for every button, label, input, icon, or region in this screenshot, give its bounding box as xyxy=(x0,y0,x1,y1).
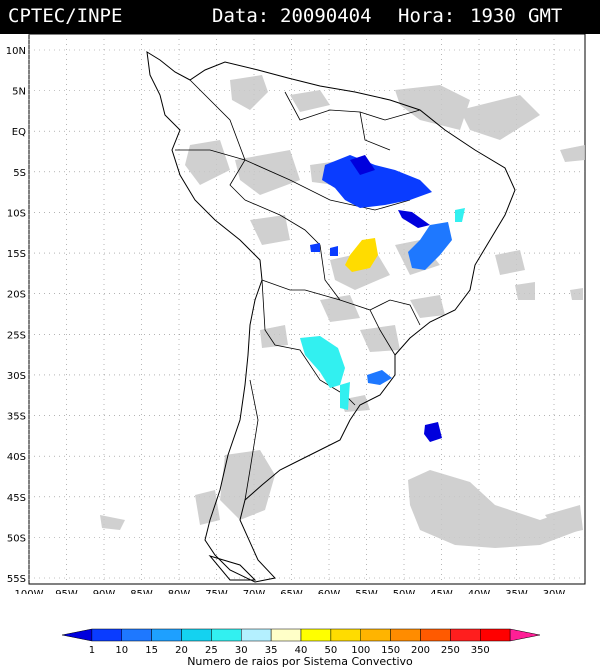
legend-swatch xyxy=(270,628,302,642)
legend-tick-label: 35 xyxy=(265,645,278,656)
legend-tick-label: 1 xyxy=(89,645,95,656)
latitude-labels: 10N 5N EQ 5S 10S 15S 20S 25S 30S 35S 40S 45S 50S 55S xyxy=(6,46,26,585)
lon-label: 95W xyxy=(55,589,78,594)
legend-swatch xyxy=(91,628,122,642)
lon-label: 90W xyxy=(93,589,116,594)
date-label: Data: xyxy=(212,5,270,27)
legend-colorbar: 1 10 15 20 25 30 35 40 50 100 150 200 250 350 xyxy=(61,628,541,656)
coastline xyxy=(146,51,516,583)
lat-label: 15S xyxy=(7,249,26,260)
lon-label: 45W xyxy=(430,589,453,594)
lat-label: 40S xyxy=(7,452,26,463)
longitude-labels: 100W 95W 90W 85W 80W 75W 70W 65W 60W 55W 50W 45W 40W… xyxy=(15,589,566,594)
lon-label: 85W xyxy=(130,589,153,594)
legend-tick-label: 15 xyxy=(145,645,158,656)
lat-label: 10N xyxy=(6,46,26,57)
legend-swatch xyxy=(420,628,451,642)
legend-tick-label: 25 xyxy=(205,645,218,656)
lat-label: 20S xyxy=(7,290,26,301)
lon-label: 30W xyxy=(543,589,566,594)
legend-swatch xyxy=(61,628,93,642)
lon-label: 40W xyxy=(468,589,491,594)
legend-tick-label: 10 xyxy=(115,645,128,656)
lat-label: 10S xyxy=(7,208,26,219)
convective-systems xyxy=(300,155,465,442)
lat-label: 5S xyxy=(13,168,26,179)
legend-swatch xyxy=(241,628,272,642)
lon-label: 80W xyxy=(168,589,191,594)
legend-tick-label: 250 xyxy=(441,645,460,656)
lon-label: 60W xyxy=(318,589,341,594)
legend-swatch xyxy=(330,628,361,642)
legend-tick-label: 50 xyxy=(325,645,338,656)
title-bar: CPTEC/INPE Data: 20090404 Hora: 1930 GMT xyxy=(0,0,600,34)
lon-label: 55W xyxy=(355,589,378,594)
legend-tick-label: 150 xyxy=(381,645,400,656)
hour-label: Hora: xyxy=(398,5,456,27)
legend-tick-label: 30 xyxy=(235,645,248,656)
date-value: 20090404 xyxy=(280,5,372,27)
lon-label: 50W xyxy=(393,589,416,594)
legend-tick-label: 20 xyxy=(175,645,188,656)
legend-swatch xyxy=(480,628,511,642)
lat-label: EQ xyxy=(12,127,26,138)
lon-label: 75W xyxy=(205,589,228,594)
legend-swatch xyxy=(181,628,212,642)
lightning-map: 10N5NEQ5S10S15S20S25S30S35S40S45S50S55S … xyxy=(6,34,586,594)
legend-tick-label: 100 xyxy=(351,645,370,656)
lon-label: 70W xyxy=(243,589,266,594)
lat-label: 50S xyxy=(7,533,26,544)
hour-value: 1930 xyxy=(470,5,516,27)
legend-swatch xyxy=(509,628,541,642)
legend-tick-label: 40 xyxy=(295,645,308,656)
legend-caption: Numero de raios por Sistema Convectivo xyxy=(187,655,413,668)
legend-swatch xyxy=(151,628,182,642)
lat-label: 25S xyxy=(7,330,26,341)
legend-swatch xyxy=(211,628,242,642)
lat-label: 5N xyxy=(12,87,26,98)
legend-swatch xyxy=(390,628,421,642)
timezone-label: GMT xyxy=(528,5,563,27)
lat-label: 35S xyxy=(7,412,26,423)
lat-label: 30S xyxy=(7,371,26,382)
lat-label: 55S xyxy=(7,574,26,585)
source-label: CPTEC/INPE xyxy=(8,5,123,27)
lat-label: 45S xyxy=(7,493,26,504)
legend-tick-label: 350 xyxy=(471,645,490,656)
lon-label: 35W xyxy=(505,589,528,594)
legend-swatch xyxy=(450,628,481,642)
legend-tick-label: 200 xyxy=(411,645,430,656)
legend-swatch xyxy=(121,628,152,642)
lon-label: 100W xyxy=(15,589,44,594)
legend-swatch xyxy=(360,628,391,642)
legend-swatch xyxy=(300,628,332,642)
graticule xyxy=(28,34,585,584)
lon-label: 65W xyxy=(280,589,303,594)
